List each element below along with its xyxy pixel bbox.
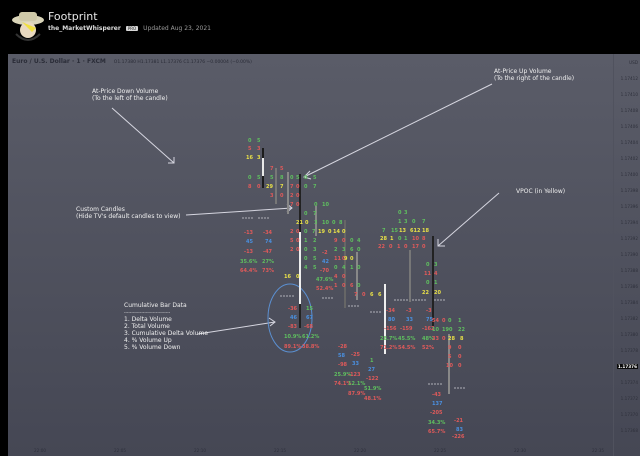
annotation-cumulative-title: Cumulative Bar Data [124, 302, 187, 309]
price-tick: 1.17396 [620, 204, 638, 209]
custom-candles [262, 148, 450, 394]
author-avatar[interactable] [10, 8, 46, 44]
price-tick: 1.17374 [620, 380, 638, 385]
price-tick: 1.17384 [620, 300, 638, 305]
price-tick: 1.17380 [620, 332, 638, 337]
time-tick: 22:25 [434, 448, 447, 453]
price-tick: 1.17412 [620, 76, 638, 81]
chart-area[interactable]: Euro / U.S. Dollar · 1 · FXCM O1.17380 H… [8, 54, 640, 456]
price-tick: 1.17370 [620, 412, 638, 417]
annotation-cumulative-divider: -------------------------------- [124, 310, 171, 315]
price-tick: 1.17408 [620, 108, 638, 113]
price-tick: 1.17388 [620, 268, 638, 273]
currency-label: USD [629, 60, 638, 65]
price-tick: 1.17392 [620, 236, 638, 241]
annotation-arrows [111, 83, 500, 335]
time-tick: 22:35 [592, 448, 605, 453]
time-axis[interactable]: 22:00 22:05 22:10 22:15 22:20 22:25 22:3… [8, 442, 614, 456]
ohlc-values: O1.17380 H1.17381 L1.17376 C1.17376 −0.0… [113, 60, 252, 65]
annotation-custom-candles: Custom Candles (Hide TV's default candle… [76, 206, 181, 220]
annotation-vpoc: VPOC (in Yellow) [516, 188, 566, 195]
price-tick: 1.17404 [620, 140, 638, 145]
annotation-down-volume: At-Price Down Volume (To the left of the… [92, 88, 168, 102]
price-tick: 1.17382 [620, 316, 638, 321]
author-link[interactable]: the_MarketWhisperer [48, 25, 121, 32]
idea-title: Footprint [48, 10, 98, 23]
idea-header: Footprint the_MarketWhisperer PRO Update… [0, 0, 640, 54]
price-tick: 1.17372 [620, 396, 638, 401]
idea-meta: the_MarketWhisperer PRO Updated Aug 23, … [48, 25, 211, 32]
price-tick: 1.17402 [620, 156, 638, 161]
price-tick: 1.17394 [620, 220, 638, 225]
price-tick: 1.17406 [620, 124, 638, 129]
bar-dividers [242, 217, 466, 389]
price-tick: 1.17386 [620, 284, 638, 289]
price-tick: 1.17390 [620, 252, 638, 257]
annotation-up-volume: At-Price Up Volume (To the right of the … [494, 68, 575, 82]
pro-badge: PRO [125, 26, 139, 31]
current-price-label: 1.17376 [616, 364, 638, 369]
time-tick: 22:00 [34, 448, 47, 453]
time-tick: 22:20 [354, 448, 367, 453]
price-tick: 1.17368 [620, 428, 638, 433]
cumulative-highlight-ellipse [267, 283, 313, 353]
price-axis[interactable]: USD 1.17412 1.17410 1.17408 1.17406 1.17… [613, 54, 640, 456]
symbol-legend: Euro / U.S. Dollar · 1 · FXCM O1.17380 H… [12, 58, 252, 65]
time-tick: 22:30 [514, 448, 527, 453]
price-tick: 1.17410 [620, 92, 638, 97]
time-tick: 22:15 [274, 448, 287, 453]
price-tick: 1.17400 [620, 172, 638, 177]
price-tick: 1.17398 [620, 188, 638, 193]
annotation-cumulative-items: 1. Delta Volume 2. Total Volume 3. Cumul… [124, 316, 209, 351]
updated-date: Updated Aug 23, 2021 [143, 25, 211, 32]
time-tick: 22:05 [114, 448, 127, 453]
price-tick: 1.17378 [620, 348, 638, 353]
chart-overlay [111, 83, 500, 394]
symbol-name[interactable]: Euro / U.S. Dollar · 1 · FXCM [12, 58, 106, 65]
time-tick: 22:10 [194, 448, 207, 453]
